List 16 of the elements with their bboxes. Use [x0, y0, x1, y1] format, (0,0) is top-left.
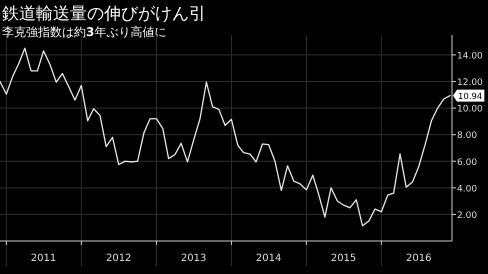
x-tick-label: 2012 — [106, 253, 132, 264]
y-tick-label: 8.00 — [457, 131, 478, 142]
y-tick-label: 4.00 — [457, 184, 478, 194]
chart-title: 鉄道輸送量の伸びがけん引 — [2, 4, 206, 24]
y-tick-label: 12.00 — [457, 78, 484, 88]
x-tick-label: 2015 — [330, 253, 356, 264]
x-tick-label: 2013 — [180, 253, 206, 264]
y-tick-label: 10.00 — [457, 104, 484, 115]
y-tick-label: 2.00 — [457, 210, 478, 221]
x-tick-label: 2014 — [256, 253, 282, 264]
x-tick-label: 2016 — [406, 253, 432, 264]
y-tick-label: 6.00 — [457, 158, 478, 168]
x-tick-label: 2011 — [30, 253, 56, 264]
annotation: 10.94 — [458, 92, 482, 102]
y-tick-label: 14.00 — [457, 51, 484, 62]
line-series — [0, 48, 451, 226]
